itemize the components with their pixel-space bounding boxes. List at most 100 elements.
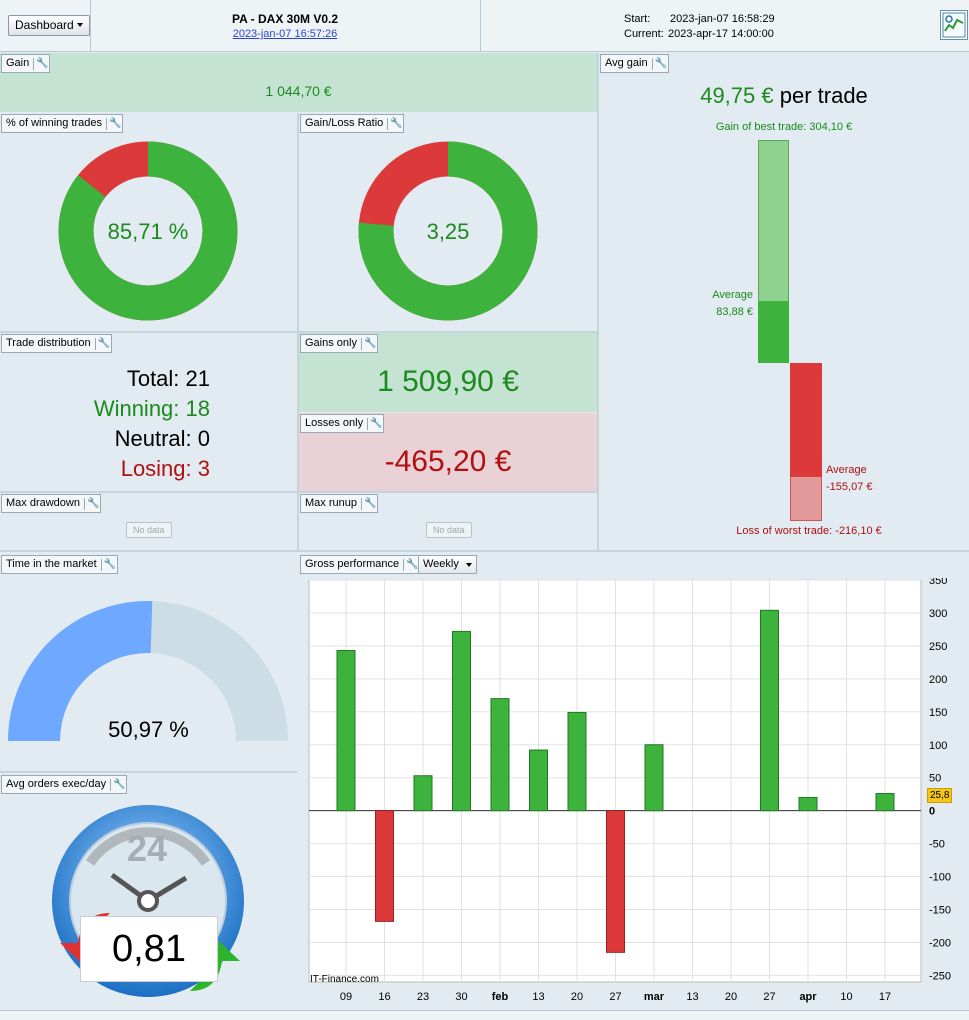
x-tick-label: 09: [340, 991, 352, 1003]
x-tick-label: 27: [609, 991, 621, 1003]
time-in-market-value: 50,97 %: [108, 717, 189, 742]
wrench-icon[interactable]: 🔧: [110, 778, 126, 791]
gross-performance-tab-label: Gross performance: [305, 558, 400, 570]
wrench-icon[interactable]: 🔧: [651, 57, 667, 70]
time-in-market-gauge: [8, 601, 288, 741]
max-drawdown-nodata: No data: [126, 522, 172, 538]
ratio-donut: [358, 141, 538, 321]
winning-donut: [58, 141, 238, 321]
winning-trades: Winning: 18: [93, 396, 210, 421]
avg-gain-headline: 49,75 € per trade: [599, 83, 969, 109]
avg-gain-tab[interactable]: Avg gain 🔧: [600, 54, 669, 73]
dashboard-dropdown[interactable]: Dashboard: [8, 15, 90, 36]
x-tick-label: 20: [725, 991, 737, 1003]
panel-divider: [0, 550, 969, 552]
bar: [798, 796, 818, 812]
gross-performance-panel: Gross performance 🔧 Weekly -250 -200 -150 -1…: [299, 552, 969, 1010]
winning-trades-panel: % of winning trades 🔧 85,71 %: [0, 113, 297, 331]
y-tick-label: -50: [929, 839, 945, 851]
wrench-icon[interactable]: 🔧: [367, 417, 383, 430]
bar: [452, 630, 471, 812]
x-tick-label: mar: [644, 991, 665, 1003]
avg-loss-annotation: Average -155,07 €: [826, 462, 872, 496]
y-tick-label: -200: [929, 937, 951, 949]
x-tick-label: 23: [417, 991, 429, 1003]
avg-gain-bar: [758, 301, 789, 363]
wrench-icon[interactable]: 🔧: [100, 558, 116, 571]
max-drawdown-tab[interactable]: Max drawdown 🔧: [1, 494, 101, 513]
gains-only-panel: Gains only 🔧 1 509,90 €: [299, 333, 597, 412]
gain-loss-ratio-tab[interactable]: Gain/Loss Ratio 🔧: [300, 114, 405, 133]
strategy-date-link[interactable]: 2023-jan-07 16:57:26: [232, 28, 338, 40]
avg-loss-bar: [790, 363, 822, 477]
wrench-icon[interactable]: 🔧: [360, 497, 376, 510]
bar: [375, 810, 394, 922]
avg-gain-panel: Avg gain 🔧 49,75 € per trade Gain of best…: [599, 53, 969, 550]
max-runup-tab-label: Max runup: [305, 497, 357, 509]
gain-panel: Gain 🔧 1 044,70 €: [0, 53, 597, 112]
avg-loss-annotation-value: -155,07 €: [826, 481, 873, 493]
wrench-icon[interactable]: 🔧: [403, 558, 419, 571]
avg-orders-tab-label: Avg orders exec/day: [6, 778, 107, 790]
time-in-market-panel: Time in the market 🔧 50,97 %: [0, 552, 297, 771]
gain-tab[interactable]: Gain 🔧: [1, 54, 51, 73]
report-icon[interactable]: [940, 10, 968, 40]
panel-divider: [597, 53, 599, 550]
header-bar: Dashboard PA - DAX 30M V0.2 2023-jan-07 …: [0, 0, 969, 52]
worst-trade-label: Loss of worst trade: -216,10 €: [736, 525, 882, 537]
gross-performance-tab[interactable]: Gross performance 🔧: [300, 555, 421, 574]
gain-tab-label: Gain: [6, 57, 30, 69]
panel-divider: [0, 331, 597, 333]
gain-loss-ratio-panel: Gain/Loss Ratio 🔧 3,25: [299, 113, 597, 331]
max-runup-panel: Max runup 🔧 No data: [299, 493, 597, 550]
panel-divider: [0, 771, 297, 773]
period-dropdown[interactable]: Weekly: [418, 555, 477, 574]
x-tick-label: apr: [799, 991, 817, 1003]
wrench-icon[interactable]: 🔧: [33, 57, 49, 70]
bar: [875, 793, 895, 812]
y-tick-label: 250: [929, 641, 947, 653]
bar: [490, 698, 510, 812]
bar: [567, 711, 587, 812]
losses-only-tab[interactable]: Losses only 🔧: [300, 414, 385, 433]
clock-number: 24: [126, 828, 168, 869]
max-runup-tab[interactable]: Max runup 🔧: [300, 494, 378, 513]
avg-orders-value: 0,81: [80, 916, 218, 982]
losing-trades: Losing: 3: [120, 456, 210, 481]
avg-gain-annotation: Average 83,88 €: [699, 287, 753, 321]
trade-distribution-list: Total: 21 Winning: 18 Neutral: 0 Losing:…: [0, 364, 210, 484]
trade-distribution-tab-label: Trade distribution: [6, 337, 91, 349]
x-tick-label: 20: [571, 991, 583, 1003]
y-tick-label: 0: [929, 806, 935, 818]
y-tick-label: 200: [929, 674, 947, 686]
status-strip: [0, 1010, 969, 1020]
y-tick-label: 150: [929, 707, 947, 719]
current-label: Current:: [624, 28, 664, 40]
y-tick-label: -100: [929, 872, 951, 884]
best-trade-label: Gain of best trade: 304,10 €: [715, 121, 853, 133]
winning-trades-tab-label: % of winning trades: [6, 117, 102, 129]
y-tick-label: 300: [929, 608, 947, 620]
winning-pct-value: 85,71 %: [107, 219, 189, 244]
gain-value: 1 044,70 €: [265, 83, 332, 99]
losses-only-panel: Losses only 🔧 -465,20 €: [299, 413, 597, 491]
x-tick-label: 10: [840, 991, 852, 1003]
wrench-icon[interactable]: 🔧: [94, 337, 110, 350]
trade-distribution-tab[interactable]: Trade distribution 🔧: [1, 334, 112, 353]
wrench-icon[interactable]: 🔧: [83, 497, 99, 510]
current-value-marker: 25,8: [927, 788, 953, 803]
wrench-icon[interactable]: 🔧: [106, 117, 121, 130]
avg-gain-tab-label: Avg gain: [605, 57, 648, 69]
winning-trades-tab[interactable]: % of winning trades 🔧: [1, 114, 123, 133]
wrench-icon[interactable]: 🔧: [387, 117, 403, 130]
avg-gain-suffix: per trade: [779, 83, 868, 108]
bar: [413, 775, 433, 812]
header-divider: [90, 0, 91, 52]
ratio-value: 3,25: [426, 219, 470, 244]
y-tick-label: 350: [929, 578, 947, 587]
gains-only-tab[interactable]: Gains only 🔧: [300, 334, 378, 353]
time-in-market-tab[interactable]: Time in the market 🔧: [1, 555, 118, 574]
avg-orders-tab[interactable]: Avg orders exec/day 🔧: [1, 775, 128, 794]
y-tick-label: -150: [929, 905, 951, 917]
wrench-icon[interactable]: 🔧: [360, 337, 376, 350]
